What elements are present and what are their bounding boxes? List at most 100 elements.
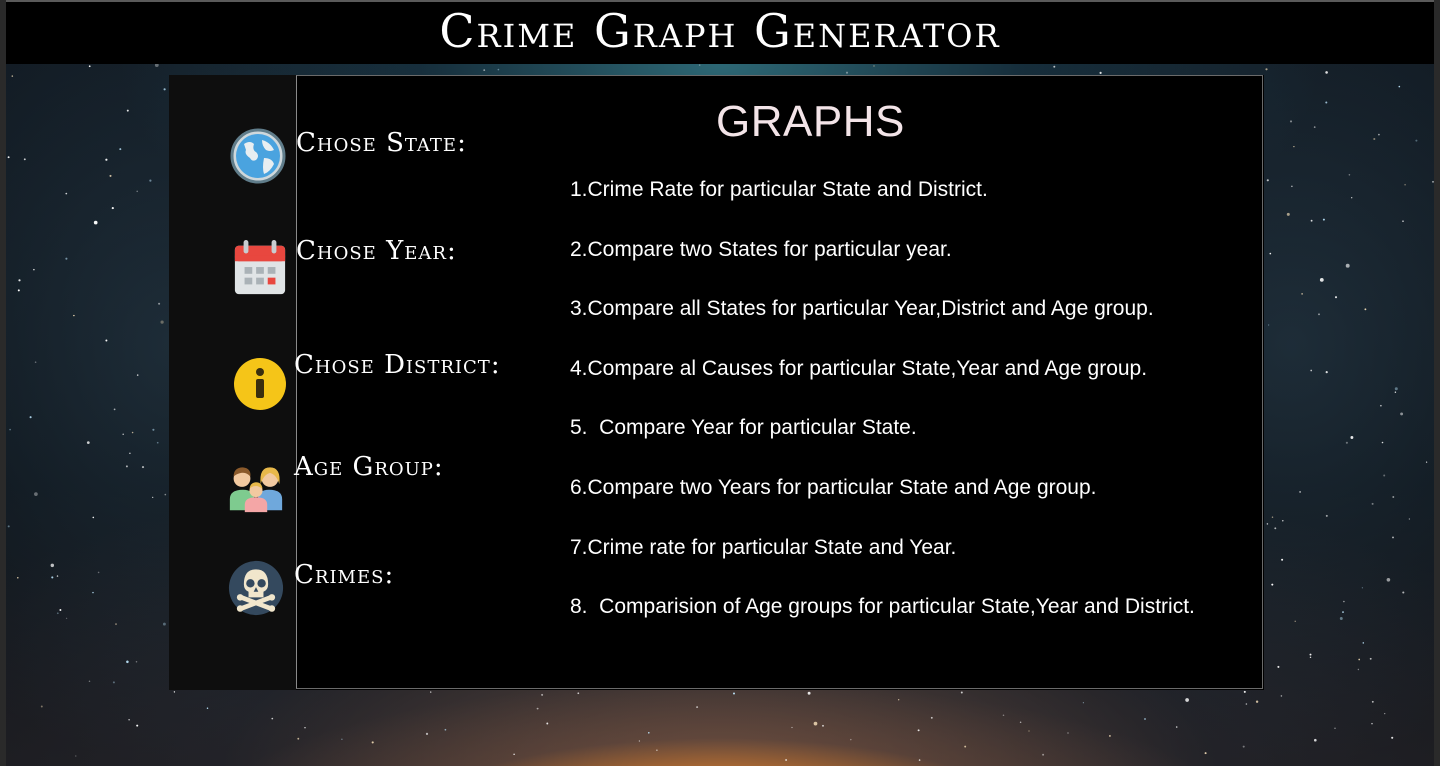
graph-option-2[interactable]: 2.Compare two States for particular year… — [570, 237, 952, 261]
family-icon — [229, 467, 283, 513]
filter-year-label: Chose Year: — [296, 236, 457, 266]
filter-crimes[interactable]: Crimes: — [228, 560, 428, 622]
star — [173, 691, 176, 693]
star — [1402, 591, 1405, 594]
graph-option-6[interactable]: 6.Compare two Years for particular State… — [570, 475, 1097, 499]
graph-option-4[interactable]: 4.Compare al Causes for particular State… — [570, 356, 1148, 380]
star — [271, 717, 274, 720]
star — [1371, 502, 1374, 505]
star — [444, 728, 447, 731]
star — [33, 268, 35, 271]
star — [163, 88, 166, 91]
star — [136, 190, 138, 193]
star — [7, 156, 10, 159]
star — [135, 660, 138, 663]
star — [1394, 387, 1398, 391]
star — [152, 428, 155, 431]
star — [1309, 653, 1312, 656]
filter-year[interactable]: Chose Year: — [230, 236, 500, 300]
star — [513, 753, 515, 756]
star — [1175, 726, 1178, 728]
star — [536, 707, 539, 710]
graph-option-1[interactable]: 1.Crime Rate for particular State and Di… — [570, 178, 988, 201]
globe-icon — [230, 128, 286, 184]
star — [341, 738, 343, 741]
star — [129, 452, 131, 455]
skull-crossbones-icon — [228, 560, 284, 616]
graph-option-8[interactable]: 8. Comparision of Age groups for particu… — [570, 595, 1195, 619]
star — [638, 740, 641, 742]
star — [497, 68, 500, 71]
filter-state[interactable]: Chose State: — [230, 128, 500, 186]
star — [807, 691, 811, 695]
star — [648, 732, 650, 734]
filter-age-group-label: Age Group: — [294, 452, 444, 482]
star — [1383, 474, 1386, 477]
star — [873, 65, 875, 67]
star — [65, 257, 68, 260]
star — [1371, 700, 1374, 703]
star — [17, 289, 20, 292]
star — [154, 64, 159, 67]
star — [1265, 68, 1268, 71]
star — [1245, 703, 1248, 705]
filter-district[interactable]: Chose District: — [232, 350, 542, 412]
star — [126, 660, 129, 664]
graph-option-7[interactable]: 7.Crime rate for particular State and Ye… — [570, 535, 957, 559]
star — [1282, 520, 1284, 522]
star — [88, 65, 91, 68]
star — [1398, 85, 1401, 88]
star — [1400, 412, 1404, 416]
star — [1432, 180, 1434, 183]
star — [1144, 718, 1146, 720]
star — [1334, 296, 1338, 299]
star — [371, 741, 374, 744]
star — [1362, 642, 1365, 644]
star — [75, 755, 77, 757]
star — [850, 738, 852, 741]
star — [56, 575, 59, 577]
star — [1408, 518, 1411, 520]
star — [1351, 197, 1353, 199]
star — [156, 441, 159, 444]
star — [1392, 496, 1395, 498]
graph-option-3[interactable]: 3.Compare all States for particular Year… — [570, 297, 1154, 321]
star — [1325, 71, 1328, 74]
star — [112, 681, 115, 684]
star — [29, 416, 32, 419]
star — [152, 496, 154, 499]
star — [7, 525, 10, 528]
star — [115, 623, 117, 626]
filter-age-group[interactable]: Age Group: — [228, 452, 488, 514]
star — [11, 75, 14, 77]
star — [34, 492, 38, 496]
star — [1314, 738, 1317, 742]
window-frame-left — [0, 0, 6, 766]
star — [822, 724, 824, 727]
star — [149, 179, 152, 182]
filter-state-label: Chose State: — [296, 128, 467, 158]
star — [1361, 587, 1364, 589]
star — [1271, 583, 1274, 586]
star — [88, 680, 91, 683]
star — [1204, 752, 1207, 755]
star — [119, 148, 122, 151]
star — [122, 433, 124, 435]
star — [1255, 700, 1259, 703]
star — [162, 622, 166, 626]
star — [917, 729, 920, 732]
star — [105, 158, 108, 161]
star — [1380, 404, 1382, 407]
star — [1357, 668, 1360, 671]
star — [1067, 732, 1069, 734]
graphs-heading: GRAPHS — [716, 97, 905, 146]
star — [696, 706, 699, 709]
star — [1280, 695, 1283, 697]
star — [1319, 278, 1324, 282]
graph-option-5[interactable]: 5. Compare Year for particular State. — [570, 416, 917, 440]
star — [1019, 721, 1022, 724]
star — [1301, 293, 1303, 295]
star — [1242, 745, 1245, 748]
star — [1310, 369, 1313, 372]
